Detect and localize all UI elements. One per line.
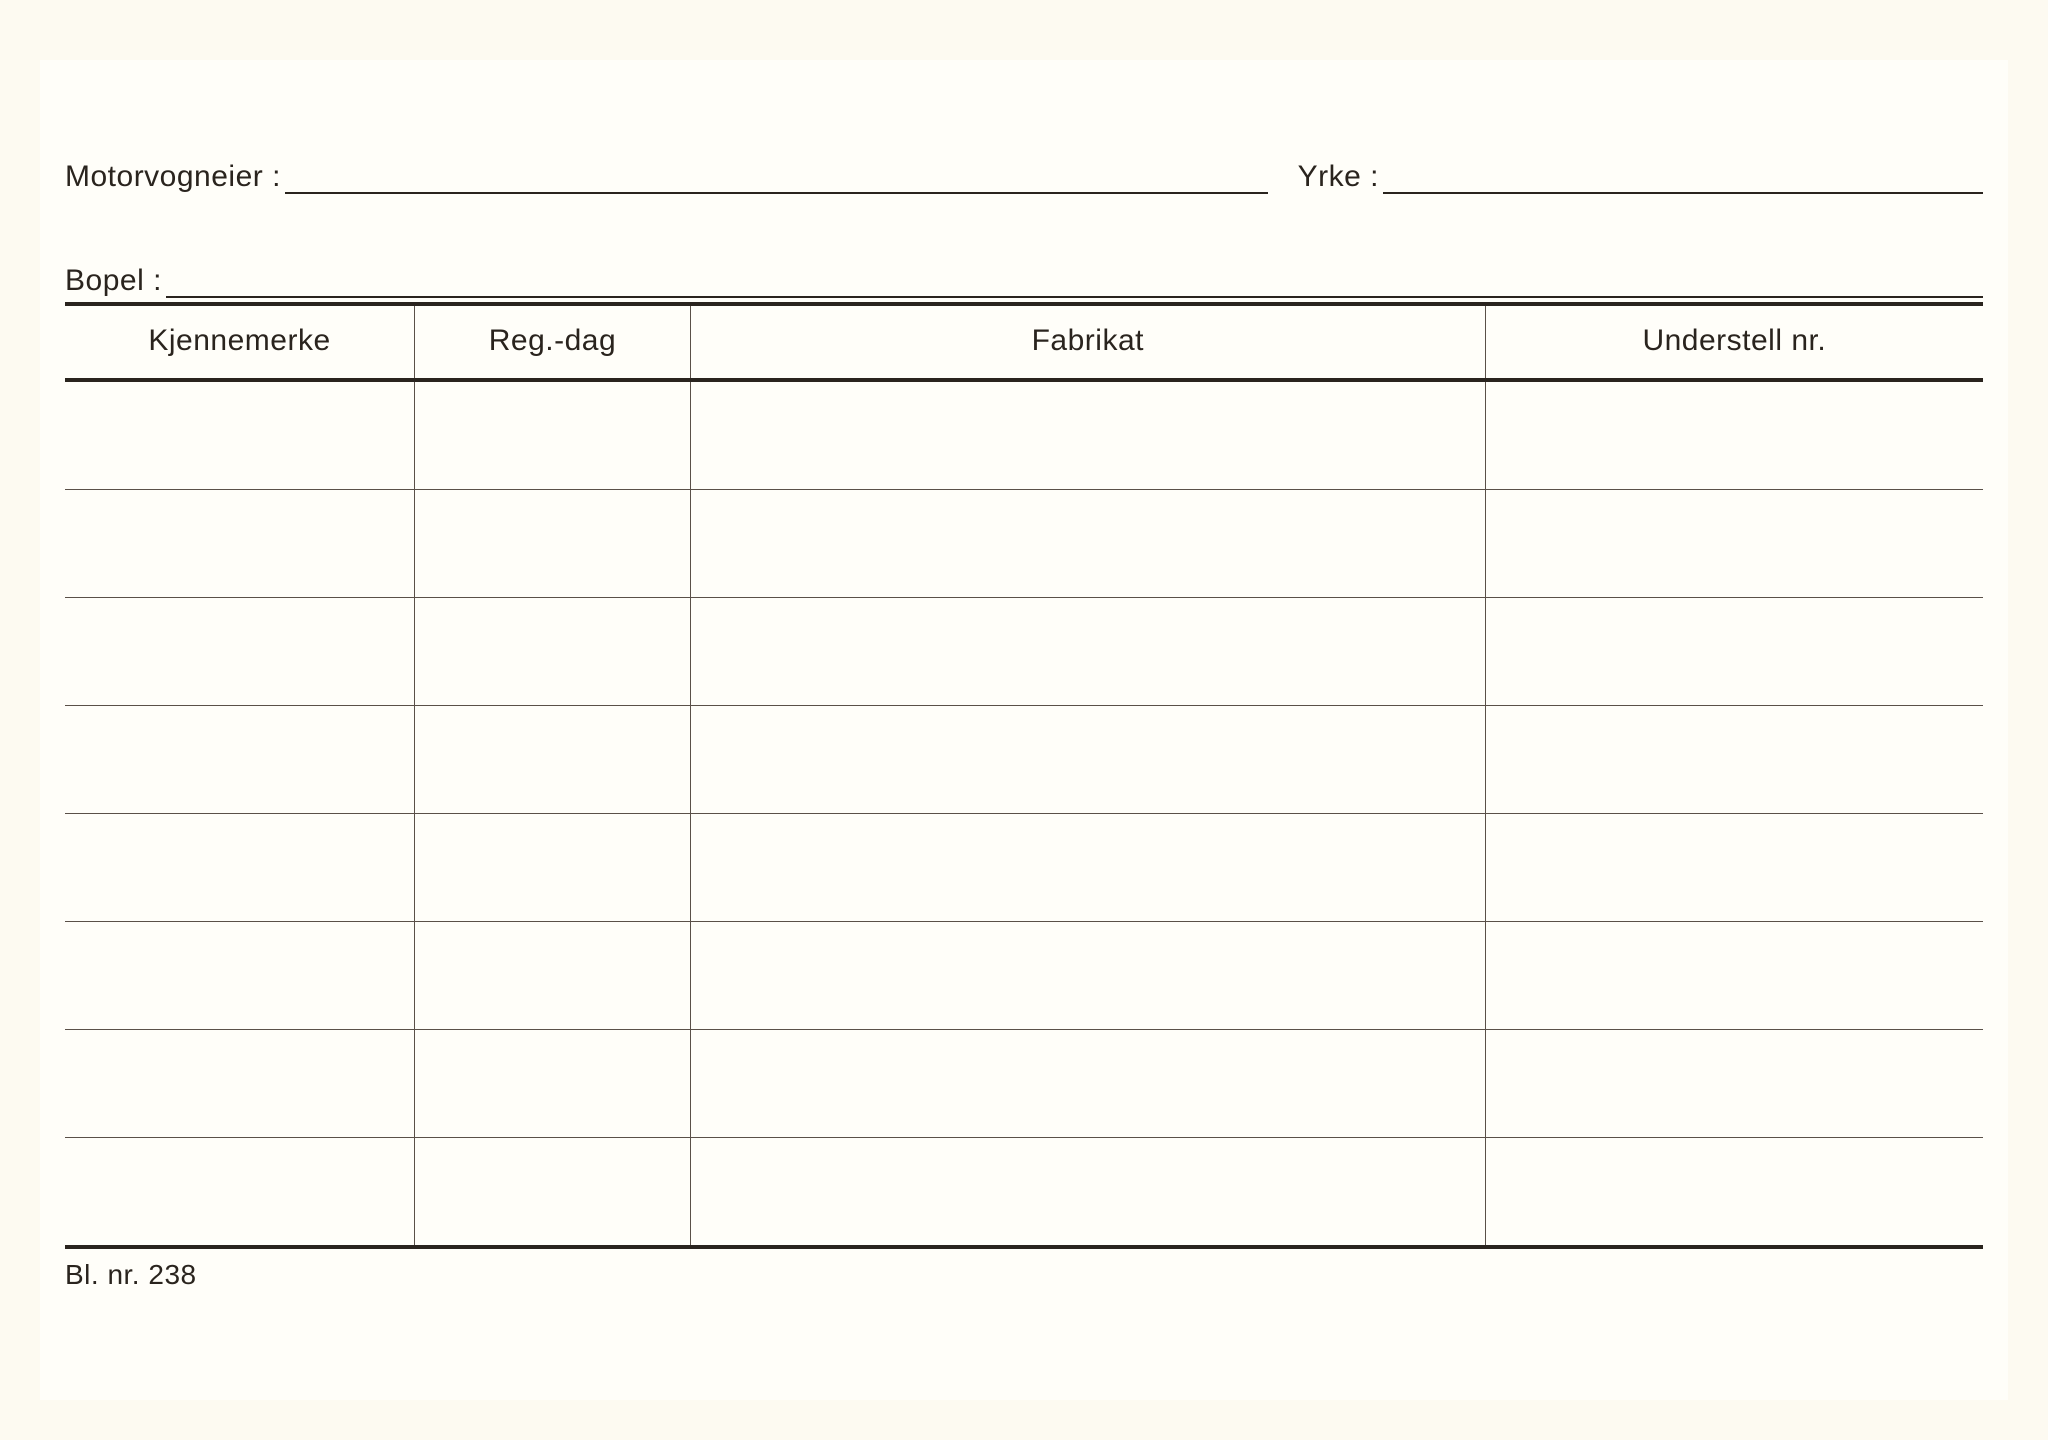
profession-field: Yrke : xyxy=(1298,160,1983,194)
form-card: Motorvogneier : Yrke : Bopel : Kjennemer… xyxy=(40,60,2008,1400)
table-cell[interactable] xyxy=(1485,380,1983,490)
table-cell[interactable] xyxy=(415,1030,691,1138)
table-row xyxy=(65,814,1983,922)
field-row-2: Bopel : xyxy=(65,264,1983,298)
table-cell[interactable] xyxy=(415,922,691,1030)
table-cell[interactable] xyxy=(65,922,415,1030)
table-cell[interactable] xyxy=(690,490,1485,598)
table-cell[interactable] xyxy=(1485,1030,1983,1138)
table-cell[interactable] xyxy=(415,490,691,598)
table-cell[interactable] xyxy=(1485,1138,1983,1248)
table-cell[interactable] xyxy=(690,1138,1485,1248)
table-cell[interactable] xyxy=(65,490,415,598)
col-header: Reg.-dag xyxy=(415,304,691,380)
table-cell[interactable] xyxy=(65,706,415,814)
table-row xyxy=(65,1138,1983,1248)
table-cell[interactable] xyxy=(690,598,1485,706)
table-cell[interactable] xyxy=(690,1030,1485,1138)
table-cell[interactable] xyxy=(1485,706,1983,814)
col-header: Understell nr. xyxy=(1485,304,1983,380)
profession-label: Yrke : xyxy=(1298,160,1383,194)
residence-field: Bopel : xyxy=(65,264,1983,298)
owner-input-line[interactable] xyxy=(285,176,1268,194)
table-cell[interactable] xyxy=(690,380,1485,490)
table-cell[interactable] xyxy=(1485,922,1983,1030)
table-cell[interactable] xyxy=(415,598,691,706)
table-cell[interactable] xyxy=(65,1030,415,1138)
vehicle-table: KjennemerkeReg.-dagFabrikatUnderstell nr… xyxy=(65,302,1983,1249)
col-header: Fabrikat xyxy=(690,304,1485,380)
vehicle-table-body xyxy=(65,380,1983,1247)
residence-input-line[interactable] xyxy=(166,280,1983,298)
table-cell[interactable] xyxy=(415,706,691,814)
col-header: Kjennemerke xyxy=(65,304,415,380)
form-id-label: Bl. nr. 238 xyxy=(65,1259,1983,1291)
table-row xyxy=(65,490,1983,598)
owner-label: Motorvogneier : xyxy=(65,160,285,194)
table-row xyxy=(65,922,1983,1030)
table-cell[interactable] xyxy=(65,380,415,490)
table-cell[interactable] xyxy=(65,814,415,922)
table-cell[interactable] xyxy=(1485,598,1983,706)
table-row xyxy=(65,380,1983,490)
table-cell[interactable] xyxy=(415,380,691,490)
table-cell[interactable] xyxy=(690,814,1485,922)
owner-field: Motorvogneier : xyxy=(65,160,1268,194)
table-cell[interactable] xyxy=(690,922,1485,1030)
table-cell[interactable] xyxy=(415,1138,691,1248)
table-row xyxy=(65,1030,1983,1138)
table-cell[interactable] xyxy=(1485,814,1983,922)
table-cell[interactable] xyxy=(65,598,415,706)
field-row-1: Motorvogneier : Yrke : xyxy=(65,160,1983,194)
table-cell[interactable] xyxy=(690,706,1485,814)
page-background: Motorvogneier : Yrke : Bopel : Kjennemer… xyxy=(0,0,2048,1440)
vehicle-table-header-row: KjennemerkeReg.-dagFabrikatUnderstell nr… xyxy=(65,304,1983,380)
profession-input-line[interactable] xyxy=(1383,176,1983,194)
table-cell[interactable] xyxy=(415,814,691,922)
vehicle-table-head: KjennemerkeReg.-dagFabrikatUnderstell nr… xyxy=(65,304,1983,380)
residence-label: Bopel : xyxy=(65,264,166,298)
table-row xyxy=(65,706,1983,814)
table-row xyxy=(65,598,1983,706)
table-cell[interactable] xyxy=(1485,490,1983,598)
table-cell[interactable] xyxy=(65,1138,415,1248)
